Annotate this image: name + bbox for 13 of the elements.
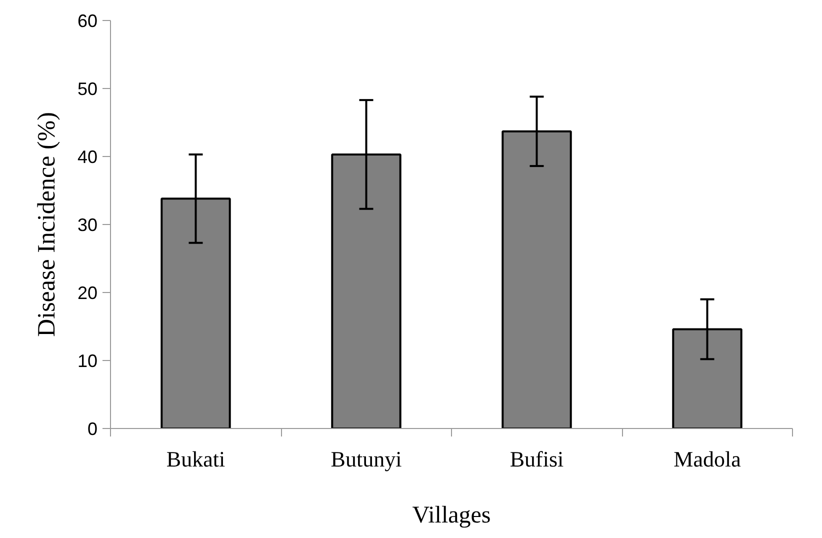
- y-tick-label: 50: [77, 79, 98, 99]
- x-tick-label: Butunyi: [330, 446, 402, 472]
- y-tick-label: 0: [87, 419, 98, 439]
- y-tick-label: 10: [77, 351, 98, 371]
- x-tick-label: Bukati: [166, 446, 226, 472]
- y-tick-label: 40: [77, 147, 98, 167]
- x-tick-label: Bufisi: [510, 446, 564, 472]
- y-tick-label: 30: [77, 215, 98, 235]
- y-tick-label: 60: [77, 11, 98, 31]
- y-axis-title: Disease Incidence (%): [33, 112, 60, 337]
- y-tick-label: 20: [77, 283, 98, 303]
- x-axis-title: Villages: [412, 502, 491, 528]
- x-tick-label: Madola: [674, 446, 742, 472]
